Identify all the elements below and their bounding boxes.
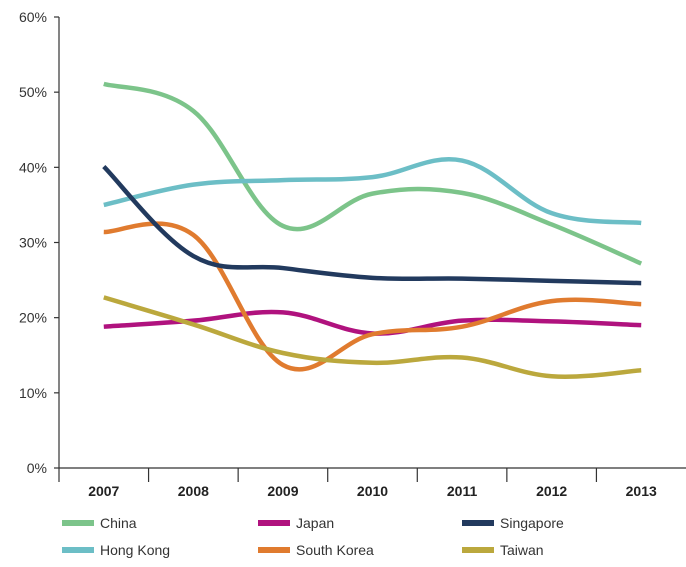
y-tick-label: 0%: [27, 460, 47, 476]
x-tick-label: 2010: [357, 483, 388, 499]
legend-swatch-china: [62, 520, 94, 526]
y-tick-label: 20%: [19, 310, 47, 326]
y-axis: 0% 10% 20% 30% 40% 50% 60%: [19, 9, 60, 476]
x-tick-label: 2009: [267, 483, 298, 499]
legend-swatch-hong-kong: [62, 547, 94, 553]
legend-label-hong-kong: Hong Kong: [100, 542, 170, 558]
legend-label-japan: Japan: [296, 515, 334, 531]
series-line-hong-kong: [103, 157, 642, 226]
legend-swatch-south-korea: [258, 547, 290, 553]
y-tick-label: 30%: [19, 235, 47, 251]
series-line-south-korea: [103, 221, 642, 372]
series-line-taiwan: [103, 295, 642, 379]
legend-swatch-taiwan: [462, 547, 494, 553]
x-tick-label: 2008: [178, 483, 209, 499]
series-line-singapore: [102, 164, 642, 286]
x-tick-label: 2007: [88, 483, 119, 499]
x-axis: 2007 2008 2009 2010 2011 2012 2013: [58, 467, 686, 499]
y-tick-label: 50%: [19, 84, 47, 100]
legend-swatch-japan: [258, 520, 290, 526]
x-tick-label: 2012: [536, 483, 567, 499]
y-tick-label: 40%: [19, 159, 47, 175]
y-tick-label: 60%: [19, 9, 47, 25]
legend-label-south-korea: South Korea: [296, 542, 374, 558]
legend-label-singapore: Singapore: [500, 515, 564, 531]
y-tick-label: 10%: [19, 385, 47, 401]
series-lines: [102, 81, 643, 379]
legend-label-taiwan: Taiwan: [500, 542, 544, 558]
legend-label-china: China: [100, 515, 137, 531]
series-line-china: [103, 81, 643, 266]
legend-swatch-singapore: [462, 520, 494, 526]
legend: China Japan Singapore Hong Kong South Korea T…: [62, 515, 564, 558]
x-tick-label: 2013: [626, 483, 657, 499]
x-tick-label: 2011: [447, 483, 478, 499]
